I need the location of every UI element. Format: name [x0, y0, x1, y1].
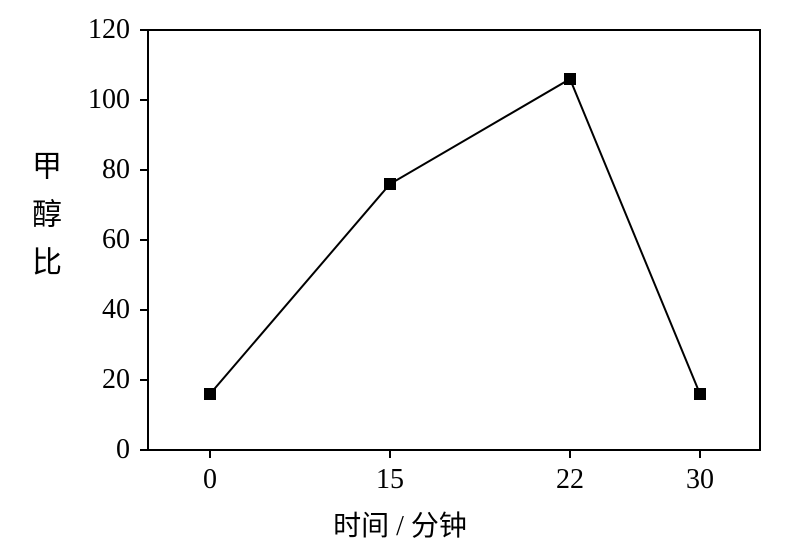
data-markers [204, 73, 706, 400]
y-tick-label: 20 [102, 364, 130, 396]
y-tick-label: 80 [102, 154, 130, 186]
plot-box [148, 30, 760, 450]
chart-container: 甲醇比 时间 / 分钟 0 20 40 60 80 100 120 0 15 22 30 [0, 0, 800, 552]
data-line [210, 79, 700, 394]
x-tick-label: 15 [376, 464, 404, 496]
y-tick-label: 100 [88, 84, 130, 116]
x-tick-label: 22 [556, 464, 584, 496]
y-tick-label: 60 [102, 224, 130, 256]
x-axis-label: 时间 / 分钟 [333, 504, 467, 544]
y-tick-label: 120 [88, 14, 130, 46]
x-tick-label: 30 [686, 464, 714, 496]
x-axis-ticks [210, 450, 700, 458]
x-tick-label: 0 [203, 464, 217, 496]
y-axis-ticks [140, 30, 148, 450]
y-tick-label: 0 [116, 434, 130, 466]
y-tick-label: 40 [102, 294, 130, 326]
y-axis-label: 甲醇比 [28, 150, 58, 294]
